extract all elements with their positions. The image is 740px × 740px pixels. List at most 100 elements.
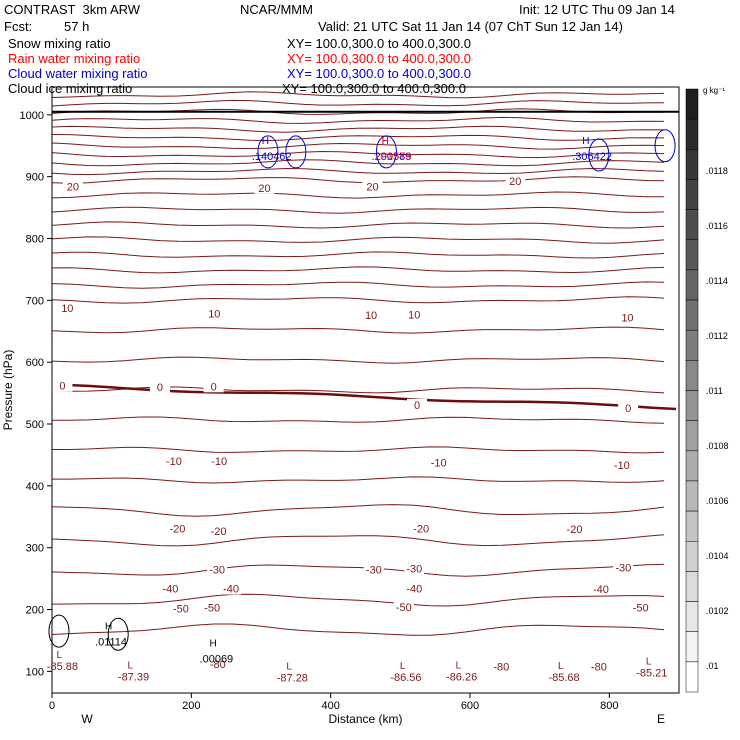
maximum-marker: H: [582, 136, 589, 147]
mixing-ratio-contour: [107, 617, 129, 651]
contour-label-bg: [221, 582, 242, 595]
maximum-marker: H: [262, 136, 269, 147]
temperature-contour-label: -40: [162, 583, 178, 595]
minimum-marker: L: [286, 662, 292, 673]
colorbar-segment: [685, 239, 699, 271]
contour-label-bg: [163, 455, 184, 468]
colorbar-segment: [685, 420, 699, 452]
minimum-marker: L: [558, 661, 564, 672]
temperature-contour-label: -40: [223, 583, 239, 595]
temperature-contour-label: -80: [493, 661, 509, 673]
temperature-contour-label: -20: [169, 524, 185, 536]
model-title: CONTRAST 3km ARW: [4, 2, 141, 17]
temperature-contour-label: 20: [67, 182, 79, 194]
colorbar-label: .0114: [706, 276, 728, 286]
colorbar-segment: [685, 118, 699, 150]
contour-label-bg: [52, 379, 73, 392]
y-tick-label: 900: [26, 172, 44, 184]
temperature-contour-label: -10: [431, 457, 447, 469]
temperature-contour-line: [51, 206, 665, 214]
mixing-ratio-contour: [48, 614, 70, 648]
temperature-contour-label: -20: [567, 524, 583, 536]
x-axis-title: Distance (km): [328, 712, 402, 726]
contour-label-bg: [404, 562, 425, 575]
temperature-contour-label: -50: [204, 603, 220, 615]
temperature-contour-label: 20: [366, 182, 378, 194]
colorbar-label: .0112: [706, 331, 728, 341]
x-tick-label: 0: [49, 700, 55, 712]
temperature-contour-label: -40: [593, 584, 609, 596]
x-tick-label: 200: [182, 700, 200, 712]
temperature-contour-label: 20: [509, 176, 521, 188]
temperature-contour-line: [51, 221, 665, 229]
y-tick-label: 300: [26, 543, 44, 555]
temperature-contour-line: [51, 150, 665, 159]
y-tick-label: 800: [26, 234, 44, 246]
maximum-marker: H: [105, 621, 112, 632]
temperature-contour-label: 10: [365, 310, 377, 322]
maximum-value-label: .00069: [200, 654, 234, 666]
maximum-value-label: .306422: [572, 151, 612, 163]
temperature-contour-label: 20: [258, 183, 270, 195]
contour-label-bg: [428, 456, 449, 469]
contour-label-bg: [407, 398, 428, 411]
colorbar-label: .0108: [706, 441, 729, 451]
temperature-contour-label: 0: [625, 403, 631, 415]
y-tick-label: 400: [26, 481, 44, 493]
valid-time: Valid: 21 UTC Sat 11 Jan 14 (07 ChT Sun …: [318, 19, 623, 34]
temperature-contour-label: -50: [633, 603, 649, 615]
temperature-contour-line: [51, 534, 665, 547]
mixing-ratio-contour: [257, 135, 279, 169]
colorbar-segment: [685, 299, 699, 331]
temperature-contour-line: [51, 191, 664, 199]
temperature-contour-line: [51, 504, 665, 517]
temperature-contour-label: -30: [209, 564, 225, 576]
colorbar-label: .0102: [706, 606, 729, 616]
mixing-ratio-contour: [375, 135, 397, 169]
temperature-contour-line: [51, 142, 665, 150]
colorbar-segment: [685, 390, 699, 421]
temperature-contour-label: 0: [157, 382, 163, 394]
temperature-contour-line: [52, 446, 665, 454]
mixing-ratio-contour: [285, 135, 307, 169]
colorbar-segment: [685, 149, 699, 180]
mixing-ratio-contour: [654, 129, 676, 163]
minimum-value-label: -87.39: [118, 671, 149, 683]
temperature-contour-line: [51, 266, 665, 274]
temperature-contour-line: [51, 416, 665, 424]
minimum-marker: L: [456, 660, 462, 671]
field-xy-snow: XY= 100.0,300.0 to 400.0,300.0: [287, 36, 471, 51]
minimum-marker: L: [56, 650, 62, 661]
colorbar-segment: [685, 88, 699, 120]
colorbar-segment: [685, 661, 699, 693]
temperature-contour-label: 0: [414, 400, 420, 412]
colorbar-segment: [685, 269, 699, 301]
contour-label-bg: [362, 180, 383, 193]
contour-label-bg: [167, 522, 188, 535]
temperature-contour-line: [51, 159, 665, 167]
colorbar-label: .0116: [706, 221, 728, 231]
minimum-marker: L: [128, 660, 134, 671]
minimum-value-label: -85.21: [636, 668, 667, 680]
plot-frame: [51, 86, 680, 694]
contour-label-bg: [564, 523, 585, 536]
contour-label-bg: [209, 455, 230, 468]
field-xy-rain: XY= 100.0,300.0 to 400.0,300.0: [287, 51, 471, 66]
contour-label-bg: [611, 458, 632, 471]
contour-label-bg: [207, 563, 228, 576]
y-tick-label: 600: [26, 357, 44, 369]
colorbar-label: .011: [706, 386, 723, 396]
temperature-contour-label: 10: [621, 313, 633, 325]
fcst-label: Fcst:: [4, 19, 33, 34]
colorbar-segment: [685, 510, 699, 542]
center-title: NCAR/MMM: [240, 2, 313, 17]
colorbar-label: .0104: [706, 551, 729, 561]
y-axis-title: Pressure (hPa): [1, 350, 15, 431]
contour-label-bg: [363, 563, 384, 576]
contour-label-bg: [361, 309, 382, 322]
contour-label-bg: [57, 301, 78, 314]
temperature-contour-label: -30: [406, 564, 422, 576]
maximum-value-label: .290589: [372, 151, 412, 163]
x-tick-label: 400: [321, 700, 339, 712]
init-time: Init: 12 UTC Thu 09 Jan 14: [519, 2, 675, 17]
